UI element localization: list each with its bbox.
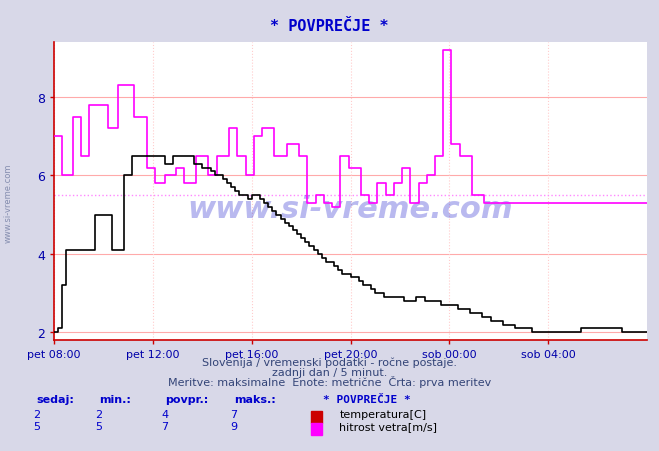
Text: Meritve: maksimalne  Enote: metrične  Črta: prva meritev: Meritve: maksimalne Enote: metrične Črta…: [168, 375, 491, 387]
Text: zadnji dan / 5 minut.: zadnji dan / 5 minut.: [272, 367, 387, 377]
Text: sedaj:: sedaj:: [36, 394, 74, 404]
Text: 2: 2: [33, 409, 40, 419]
Text: 5: 5: [33, 421, 40, 431]
Text: 7: 7: [231, 409, 237, 419]
Text: povpr.:: povpr.:: [165, 394, 208, 404]
Text: temperatura[C]: temperatura[C]: [339, 409, 426, 419]
Text: www.si-vreme.com: www.si-vreme.com: [188, 195, 513, 224]
Text: maks.:: maks.:: [234, 394, 275, 404]
Text: * POVPREČJE *: * POVPREČJE *: [323, 394, 411, 404]
Text: 9: 9: [231, 421, 237, 431]
Text: Slovenija / vremenski podatki - ročne postaje.: Slovenija / vremenski podatki - ročne po…: [202, 357, 457, 367]
Text: 2: 2: [96, 409, 102, 419]
Text: 5: 5: [96, 421, 102, 431]
Text: www.si-vreme.com: www.si-vreme.com: [4, 163, 13, 243]
Text: hitrost vetra[m/s]: hitrost vetra[m/s]: [339, 421, 438, 431]
Text: 7: 7: [161, 421, 168, 431]
Text: 4: 4: [161, 409, 168, 419]
Text: * POVPREČJE *: * POVPREČJE *: [270, 19, 389, 34]
Text: min.:: min.:: [99, 394, 130, 404]
